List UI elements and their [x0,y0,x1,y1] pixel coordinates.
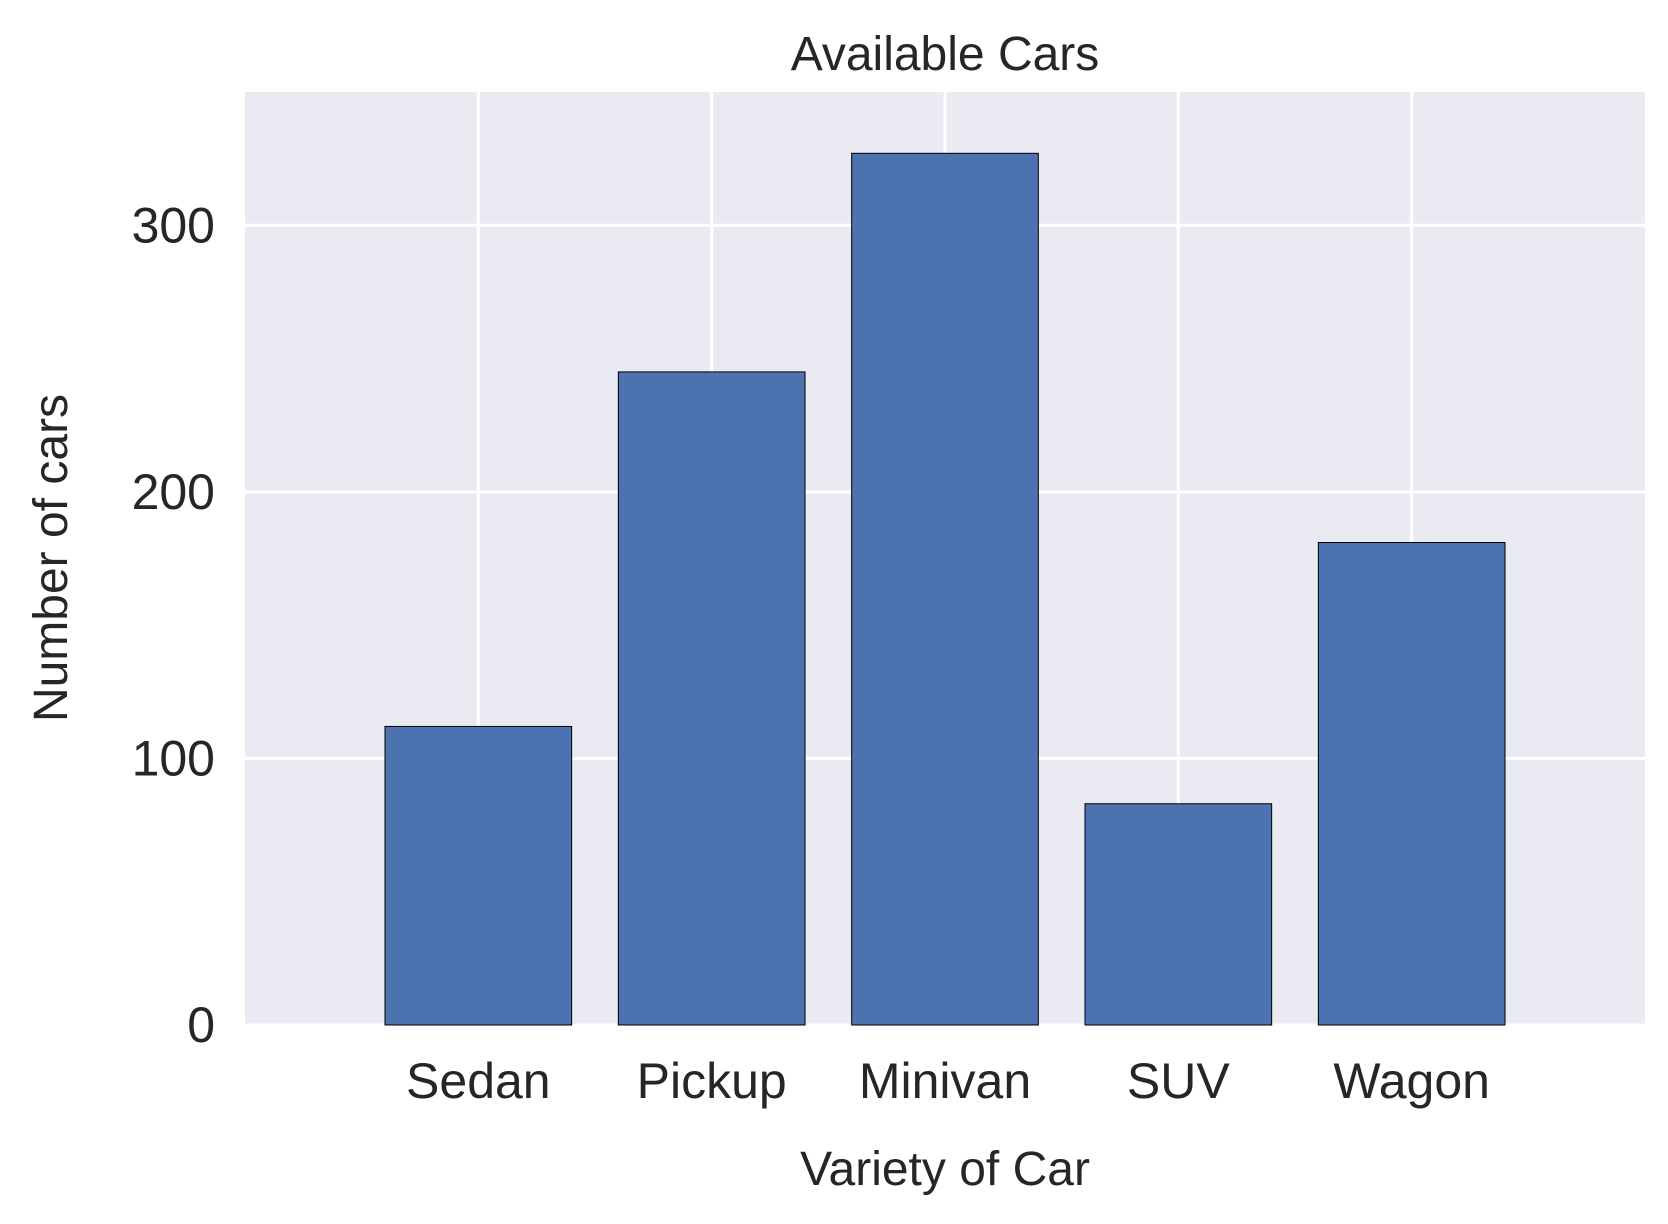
chart-title: Available Cars [791,28,1100,81]
x-tick-label-pickup: Pickup [637,1053,787,1109]
x-tick-label-minivan: Minivan [859,1053,1031,1109]
x-tick-label-wagon: Wagon [1333,1053,1490,1109]
bar-minivan [851,152,1039,1026]
y-tick-labels: 0 100 200 300 [132,197,215,1053]
x-tick-label-sedan: Sedan [406,1053,551,1109]
y-tick-label: 300 [132,197,215,253]
bars [384,152,1506,1026]
x-tick-label-suv: SUV [1127,1053,1230,1109]
y-tick-label: 100 [132,730,215,786]
bar-wagon [1317,542,1506,1026]
bar-sedan [384,725,573,1026]
y-tick-label: 200 [132,464,215,520]
x-axis-label: Variety of Car [800,1143,1090,1196]
bar-suv [1084,803,1273,1026]
y-tick-label: 0 [187,997,215,1053]
x-tick-labels: Sedan Pickup Minivan SUV Wagon [406,1053,1490,1109]
y-axis-label: Number of cars [25,394,78,722]
bar-pickup [617,371,806,1026]
